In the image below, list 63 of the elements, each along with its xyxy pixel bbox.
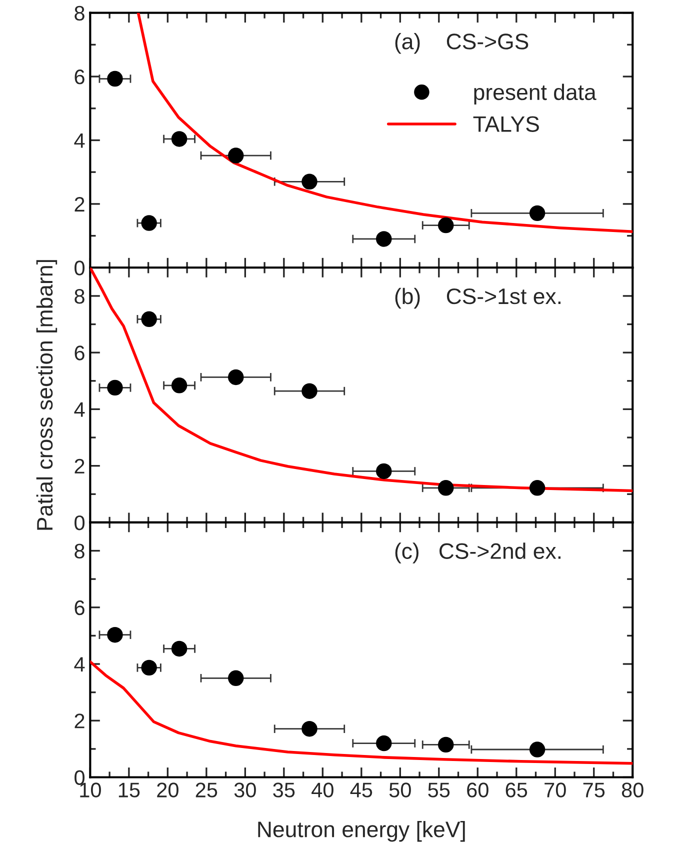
point bbox=[302, 720, 318, 737]
y-tick-label: 6 bbox=[74, 600, 84, 616]
point bbox=[171, 378, 188, 394]
x-tick-label: 45 bbox=[350, 782, 372, 798]
legend-label: TALYS bbox=[473, 116, 539, 132]
point bbox=[376, 735, 392, 752]
line-series bbox=[90, 660, 633, 765]
y-tick-label: 8 bbox=[74, 544, 84, 559]
point bbox=[438, 736, 454, 753]
point bbox=[438, 217, 454, 234]
x-tick-label: 50 bbox=[389, 782, 411, 798]
annotation: (c) CS->2nd ex. bbox=[395, 542, 560, 564]
x-tick-label: 70 bbox=[544, 782, 566, 798]
x-tick-label: 55 bbox=[428, 782, 450, 798]
y-tick-label: 0 bbox=[74, 515, 85, 530]
x-tick-label: 40 bbox=[312, 782, 334, 798]
x-tick-label: 20 bbox=[157, 782, 178, 798]
y-tick-label: 4 bbox=[74, 133, 85, 148]
y-tick-label: 4 bbox=[74, 657, 85, 672]
y-tick-label: 0 bbox=[74, 770, 85, 785]
point bbox=[141, 660, 157, 676]
y-tick-label: 8 bbox=[74, 288, 84, 304]
x-tick-label: 65 bbox=[506, 782, 528, 798]
x-tick-label: 15 bbox=[118, 782, 140, 798]
legend-label: present data bbox=[474, 84, 596, 105]
point bbox=[171, 640, 188, 657]
y-tick-label: 2 bbox=[74, 458, 84, 474]
point bbox=[529, 205, 546, 222]
point bbox=[529, 742, 546, 758]
x-tick-label: 75 bbox=[583, 782, 605, 798]
point bbox=[302, 174, 318, 190]
point bbox=[529, 480, 546, 496]
y-tick-label: 2 bbox=[74, 714, 84, 728]
point bbox=[107, 626, 123, 643]
x-tick-label: 60 bbox=[467, 782, 488, 798]
point bbox=[228, 369, 244, 386]
point bbox=[228, 148, 244, 164]
point bbox=[141, 215, 157, 231]
point bbox=[171, 131, 188, 147]
y-tick-label: 8 bbox=[74, 6, 84, 21]
point bbox=[228, 670, 244, 686]
y-tick-label: 6 bbox=[74, 346, 84, 360]
point bbox=[438, 480, 454, 496]
y-tick-label: 2 bbox=[74, 196, 84, 212]
y-tick-label: 4 bbox=[74, 402, 85, 417]
y-tick-label: 0 bbox=[74, 260, 85, 276]
x-tick-label: 80 bbox=[622, 782, 644, 798]
line-series bbox=[136, 12, 633, 234]
y-tick-label: 6 bbox=[74, 70, 84, 84]
annotation: (a) CS->GS bbox=[395, 33, 528, 54]
point bbox=[376, 231, 392, 247]
point bbox=[141, 311, 157, 328]
y-axis-title: Patial cross section [mbarn] bbox=[36, 260, 58, 530]
annotation: (b) CS->1st ex. bbox=[395, 288, 560, 309]
x-axis-title: Neutron energy [keV] bbox=[258, 820, 465, 842]
x-tick-label: 25 bbox=[196, 782, 218, 798]
x-tick-label: 10 bbox=[80, 782, 101, 798]
point bbox=[376, 463, 392, 480]
point bbox=[107, 380, 123, 396]
x-tick-label: 35 bbox=[273, 782, 295, 798]
point bbox=[107, 70, 123, 87]
x-tick-label: 30 bbox=[234, 782, 256, 798]
point bbox=[302, 383, 318, 399]
